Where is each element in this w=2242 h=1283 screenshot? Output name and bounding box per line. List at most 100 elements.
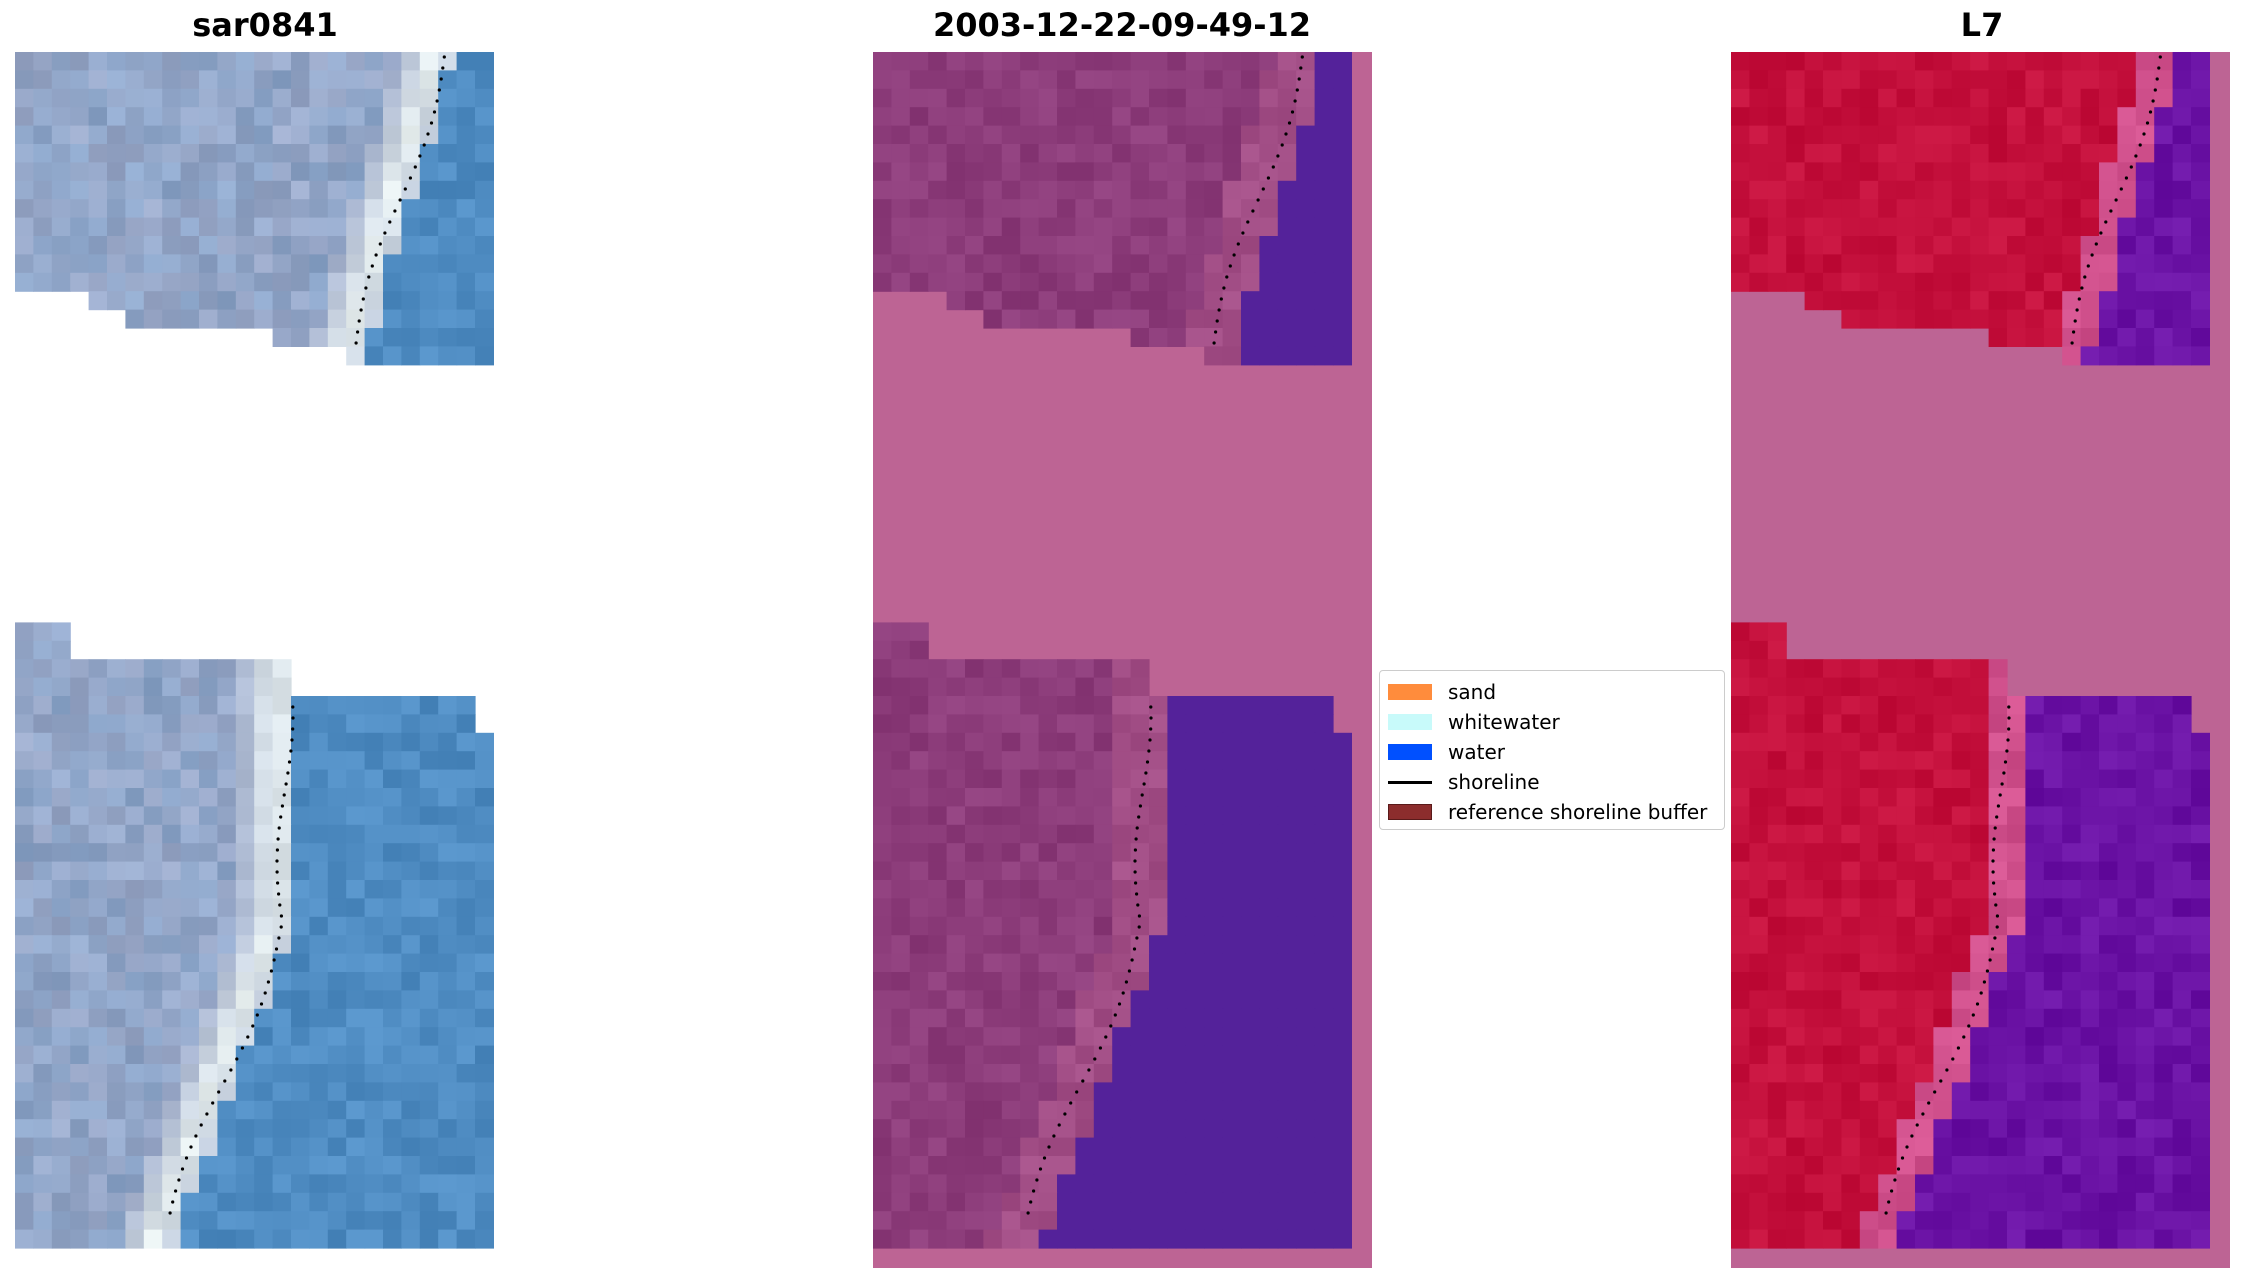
image-pixel	[1259, 346, 1279, 366]
image-pixel	[33, 162, 53, 182]
image-pixel	[1038, 1027, 1058, 1047]
image-pixel	[2025, 107, 2045, 127]
image-pixel	[1841, 52, 1861, 71]
image-pixel	[1112, 125, 1132, 145]
image-pixel	[2191, 162, 2210, 182]
image-pixel	[456, 696, 476, 715]
image-pixel	[1130, 696, 1150, 715]
image-pixel	[217, 144, 237, 163]
image-pixel	[107, 1045, 126, 1065]
image-pixel	[1149, 309, 1168, 329]
image-pixel	[1970, 1137, 1990, 1157]
image-pixel	[254, 880, 274, 899]
image-pixel	[873, 162, 892, 182]
image-pixel	[1731, 824, 1750, 844]
shoreline-point	[291, 716, 295, 720]
image-pixel	[383, 843, 402, 863]
image-pixel	[456, 769, 476, 789]
image-pixel	[1767, 1008, 1787, 1028]
image-pixel	[199, 935, 218, 955]
image-pixel	[2154, 70, 2174, 90]
image-pixel	[928, 125, 948, 145]
image-pixel	[1259, 1192, 1279, 1212]
image-pixel	[2154, 824, 2174, 844]
image-pixel	[383, 732, 402, 752]
image-pixel	[180, 107, 200, 127]
image-pixel	[946, 1156, 966, 1175]
image-pixel	[1093, 88, 1113, 108]
shoreline-point	[1145, 760, 1150, 764]
image-pixel	[88, 1064, 108, 1083]
image-pixel	[33, 1082, 53, 1102]
image-pixel	[1130, 1119, 1150, 1139]
shoreline-point	[2134, 154, 2138, 158]
shoreline-point	[205, 1112, 209, 1116]
image-pixel	[1878, 217, 1898, 237]
image-pixel	[1896, 677, 1916, 697]
legend-item-shoreline: shoreline	[1388, 767, 1716, 797]
image-pixel	[1767, 898, 1787, 918]
image-pixel	[1241, 935, 1260, 955]
image-pixel	[983, 1027, 1003, 1047]
image-pixel	[1277, 1211, 1297, 1231]
image-pixel	[15, 180, 34, 200]
image-pixel	[1896, 217, 1916, 237]
image-pixel	[2191, 916, 2210, 936]
image-pixel	[1786, 1174, 1806, 1194]
image-pixel	[1878, 70, 1898, 90]
image-pixel	[873, 1156, 892, 1175]
image-pixel	[909, 217, 929, 237]
image-pixel	[928, 70, 948, 90]
image-pixel	[235, 861, 255, 881]
image-pixel	[217, 52, 237, 71]
image-pixel	[88, 788, 108, 807]
image-pixel	[2062, 714, 2082, 734]
image-pixel	[1333, 1064, 1352, 1083]
image-pixel	[456, 1027, 476, 1047]
image-pixel	[2172, 162, 2192, 182]
image-pixel	[1786, 88, 1806, 108]
image-pixel	[346, 199, 366, 219]
image-pixel	[1314, 916, 1334, 936]
image-pixel	[1038, 254, 1058, 274]
image-pixel	[2043, 162, 2063, 182]
image-pixel	[2135, 824, 2155, 844]
image-pixel	[1314, 732, 1334, 752]
image-pixel	[438, 1027, 458, 1047]
image-pixel	[1314, 1192, 1334, 1212]
image-pixel	[1149, 217, 1168, 237]
image-pixel	[1841, 1137, 1861, 1157]
image-pixel	[51, 236, 71, 255]
image-pixel	[891, 52, 911, 71]
image-pixel	[2025, 1229, 2045, 1249]
shoreline-point	[1149, 705, 1153, 709]
image-pixel	[1296, 1064, 1316, 1083]
image-pixel	[419, 732, 439, 752]
image-pixel	[1241, 880, 1260, 899]
image-pixel	[1749, 1008, 1769, 1028]
image-pixel	[88, 199, 108, 219]
image-pixel	[1970, 732, 1990, 752]
image-pixel	[346, 1137, 366, 1157]
image-pixel	[1767, 916, 1787, 936]
image-pixel	[1112, 751, 1132, 771]
image-pixel	[1204, 824, 1224, 844]
image-pixel	[1167, 714, 1187, 734]
image-pixel	[438, 806, 458, 826]
image-pixel	[1222, 328, 1242, 347]
image-pixel	[1749, 788, 1769, 807]
image-pixel	[1951, 843, 1971, 863]
image-pixel	[983, 1045, 1003, 1065]
image-pixel	[475, 1137, 494, 1157]
image-pixel	[1259, 861, 1279, 881]
image-pixel	[327, 916, 347, 936]
image-pixel	[1277, 217, 1297, 237]
image-pixel	[419, 972, 439, 991]
image-pixel	[346, 217, 366, 237]
image-pixel	[1896, 788, 1916, 807]
image-pixel	[364, 88, 384, 108]
image-pixel	[1112, 1045, 1132, 1065]
image-pixel	[2099, 935, 2118, 955]
image-pixel	[1896, 972, 1916, 991]
image-pixel	[1951, 162, 1971, 182]
